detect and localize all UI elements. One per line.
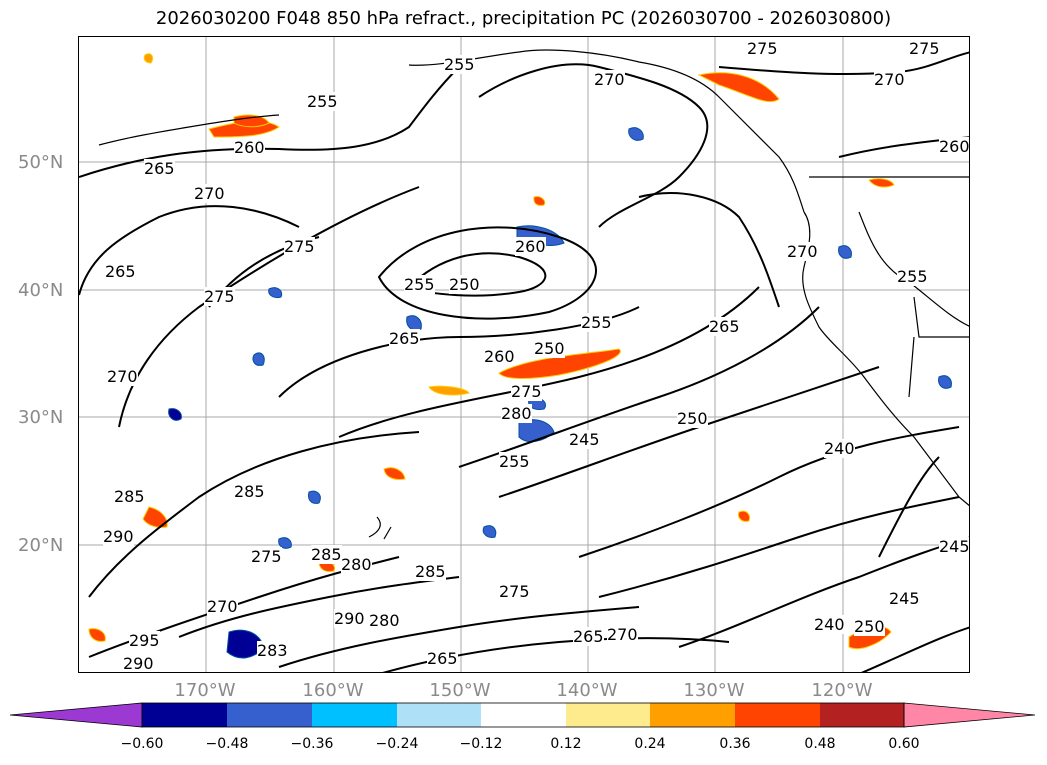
contour-label: 270 xyxy=(787,242,818,261)
precip-positive-areas xyxy=(88,53,895,650)
contour-label: 260 xyxy=(939,137,970,156)
lon-label: 130°W xyxy=(683,680,745,701)
lat-label: 30°N xyxy=(18,407,64,428)
contour-label: 240 xyxy=(814,615,845,634)
colorbar-segment xyxy=(227,703,312,727)
contour-label: 245 xyxy=(569,430,600,449)
colorbar-segment xyxy=(903,702,1036,728)
contour-label: 255 xyxy=(404,275,435,294)
contour-label: 270 xyxy=(594,70,625,89)
colorbar-segment xyxy=(820,703,904,727)
contour-label: 250 xyxy=(449,275,480,294)
contour-label: 275 xyxy=(511,382,542,401)
lon-label: 120°W xyxy=(811,680,873,701)
contour-label: 265 xyxy=(427,649,458,668)
colorbar-tick: −0.60 xyxy=(120,736,164,752)
contour-label: 245 xyxy=(939,537,970,556)
contour-label: 295 xyxy=(129,631,160,650)
contour-label: 255 xyxy=(307,92,338,111)
contour-label: 275 xyxy=(499,582,530,601)
contour-label: 270 xyxy=(194,184,225,203)
contour-label: 285 xyxy=(415,562,446,581)
contour-label: 265 xyxy=(573,627,604,646)
lon-label: 140°W xyxy=(556,680,618,701)
contour-label: 275 xyxy=(204,287,235,306)
map-title: 2026030200 F048 850 hPa refract., precip… xyxy=(155,8,892,29)
contour-label: 265 xyxy=(105,262,136,281)
contour-label: 280 xyxy=(369,611,400,630)
colorbar-segment xyxy=(481,703,566,727)
contour-label: 255 xyxy=(897,267,928,286)
colorbar-tick: −0.48 xyxy=(205,736,249,752)
colorbar-tick: 0.36 xyxy=(719,736,751,752)
contour-label: 275 xyxy=(284,237,315,256)
colorbar-tick: −0.36 xyxy=(290,736,334,752)
colorbar-tick: 0.60 xyxy=(888,736,920,752)
contour-label: 265 xyxy=(144,159,175,178)
contour-label: 255 xyxy=(581,313,612,332)
contour-label: 240 xyxy=(824,439,855,458)
contour-labels: 255 275 270 270 275 255 260 265 270 275 … xyxy=(79,37,970,673)
contour-label: 285 xyxy=(311,545,342,564)
colorbar-segment xyxy=(312,703,397,727)
colorbar-segment xyxy=(397,703,481,727)
colorbar-segment xyxy=(735,703,820,727)
colorbar-segment xyxy=(10,702,143,728)
contour-label: 255 xyxy=(444,55,475,74)
contour-label: 290 xyxy=(123,654,154,673)
contour-label: 245 xyxy=(889,589,920,608)
colorbar-segment xyxy=(566,703,650,727)
lon-label: 150°W xyxy=(429,680,491,701)
contour-label: 283 xyxy=(257,641,288,660)
coastlines xyxy=(98,49,969,540)
contour-label: 265 xyxy=(709,317,740,336)
lat-label: 40°N xyxy=(18,280,64,301)
contour-label: 265 xyxy=(389,329,420,348)
contour-label: 255 xyxy=(499,452,530,471)
map-panel: 255 275 270 270 275 255 260 265 270 275 … xyxy=(78,36,970,673)
contour-label: 290 xyxy=(334,609,365,628)
contour-label: 260 xyxy=(484,347,515,366)
contour-label: 250 xyxy=(677,409,708,428)
contour-label: 285 xyxy=(114,487,145,506)
colorbar-tick: 0.24 xyxy=(634,736,666,752)
colorbar-segment xyxy=(142,703,227,727)
contour-label: 250 xyxy=(534,339,565,358)
contour-label: 270 xyxy=(207,597,238,616)
contour-label: 280 xyxy=(501,404,532,423)
colorbar-tick: 0.12 xyxy=(550,736,582,752)
colorbar-segment xyxy=(650,703,735,727)
contour-label: 275 xyxy=(909,39,940,58)
lon-label: 170°W xyxy=(174,680,236,701)
contour-label: 250 xyxy=(854,617,885,636)
contour-label: 285 xyxy=(234,482,265,501)
contour-label: 290 xyxy=(103,527,134,546)
contour-label: 275 xyxy=(747,39,778,58)
lon-label: 160°W xyxy=(302,680,364,701)
colorbar-tick: −0.12 xyxy=(459,736,503,752)
contour-label: 275 xyxy=(251,547,282,566)
lat-label: 50°N xyxy=(18,152,64,173)
colorbar-tick: 0.48 xyxy=(804,736,836,752)
contour-label: 260 xyxy=(234,138,265,157)
colorbar xyxy=(10,702,1036,728)
lat-label: 20°N xyxy=(18,535,64,556)
contour-label: 260 xyxy=(515,237,546,256)
contour-label: 270 xyxy=(607,625,638,644)
colorbar-tick: −0.24 xyxy=(375,736,419,752)
contour-label: 270 xyxy=(874,70,905,89)
contour-label: 270 xyxy=(107,367,138,386)
contour-label: 280 xyxy=(341,555,372,574)
